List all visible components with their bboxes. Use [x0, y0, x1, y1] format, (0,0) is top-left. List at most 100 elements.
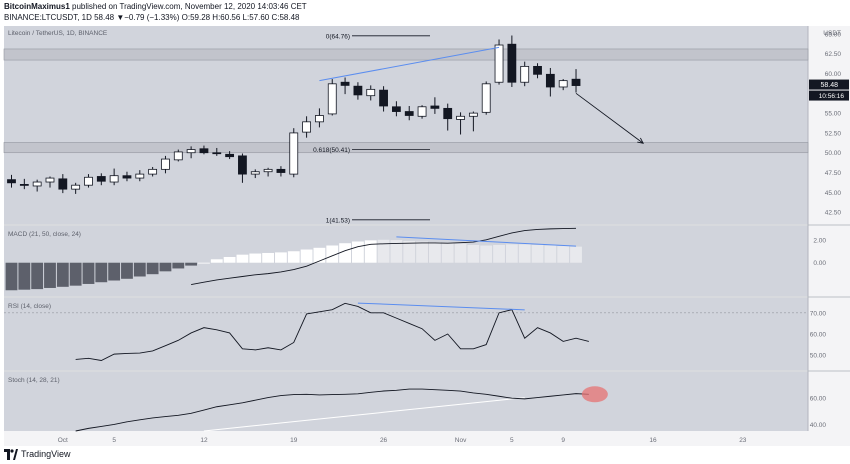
macd-histogram-bar — [198, 262, 210, 264]
macd-histogram-bar — [133, 262, 146, 277]
macd-histogram-bar — [480, 245, 493, 263]
candle-body — [327, 83, 337, 115]
macd-histogram-bar — [69, 262, 82, 286]
macd-histogram-bar — [339, 243, 351, 263]
candle-body — [430, 105, 440, 109]
macd-histogram-bar — [428, 242, 441, 263]
rsi-tick-label-1: 60.00 — [810, 332, 827, 339]
rsi-line — [75, 302, 589, 361]
price-tick-label-6: 50.00 — [825, 150, 842, 157]
macd-histogram-bar — [262, 252, 275, 263]
macd-histogram-bar — [249, 253, 262, 263]
macd-histogram-bar — [313, 247, 326, 263]
macd-histogram-bar — [185, 262, 198, 266]
macd-histogram-bar — [223, 256, 236, 263]
time-tick-label-8: 16 — [649, 437, 657, 444]
stoch-trend-line — [203, 397, 525, 432]
macd-histogram-bar — [416, 241, 428, 263]
price-axis-2 — [808, 298, 850, 370]
candle-body — [263, 168, 273, 173]
stoch-highlight-marker — [581, 386, 608, 403]
candle-body — [58, 178, 68, 190]
macd-histogram-bar — [275, 252, 287, 263]
time-tick-label-9: 23 — [739, 437, 747, 444]
publish-text: published on TradingView.com, November 1… — [72, 2, 307, 11]
macd-histogram-bar — [236, 254, 249, 263]
support-zone — [3, 142, 809, 154]
macd-pane-title: MACD (21, 50, close, 24) — [8, 231, 81, 238]
time-tick-label-4: 26 — [380, 437, 388, 444]
macd-histogram-bar — [364, 240, 377, 263]
countdown-label: 10:56:16 — [819, 93, 845, 100]
candle-body — [212, 152, 222, 155]
ohlc-info: BINANCE:LTCUSDT, 1D 58.48 ▼−0.79 (−1.33%… — [4, 13, 300, 22]
tradingview-logo-icon[interactable] — [4, 449, 18, 460]
macd-histogram-bar — [441, 242, 454, 263]
last-price-label: 58.48 — [820, 82, 838, 89]
author-name[interactable]: BitcoinMaximus1 — [4, 2, 70, 11]
macd-line — [191, 227, 577, 285]
candle-body — [276, 168, 286, 173]
chart-header: BitcoinMaximus1 published on TradingView… — [0, 0, 850, 26]
price-pane-title: Litecoin / TetherUS, 1D, BINANCE — [8, 30, 108, 37]
macd-histogram-bar — [146, 262, 159, 275]
price-trend-line — [319, 46, 500, 82]
time-tick-label-3: 19 — [290, 437, 298, 444]
macd-histogram-bar — [56, 262, 69, 287]
macd-histogram-bar — [287, 251, 300, 263]
price-tick-label-8: 45.00 — [825, 190, 842, 197]
price-tick-label-1: 62.50 — [825, 51, 842, 58]
price-axis-0 — [808, 26, 850, 224]
fib-level-label-0: 0(64.76) — [326, 33, 350, 40]
candle-body — [366, 88, 376, 97]
macd-histogram-bar — [159, 262, 172, 272]
time-axis — [4, 431, 850, 446]
candle-body — [19, 183, 29, 186]
candle-body — [545, 73, 555, 88]
currency-label: USDT — [823, 30, 841, 37]
candle-body — [533, 65, 542, 75]
price-tick-label-2: 60.00 — [825, 71, 842, 78]
macd-tick-label-1: 0.00 — [813, 260, 826, 267]
candle-body — [391, 106, 401, 112]
stoch-tick-label-1: 40.00 — [810, 422, 827, 429]
macd-histogram-bar — [108, 262, 121, 281]
fib-level-label-1: 0.618(50.41) — [313, 147, 350, 154]
resistance-zone — [3, 48, 809, 61]
candle-body — [173, 151, 183, 161]
candle-body — [250, 171, 260, 175]
macd-histogram-bar — [326, 245, 339, 263]
candle-body — [161, 158, 170, 170]
price-tick-label-9: 42.50 — [825, 210, 842, 217]
tradingview-brand[interactable]: TradingView — [21, 449, 71, 459]
price-axis-1 — [808, 226, 850, 296]
candle-body — [456, 115, 465, 120]
macd-histogram-bar — [493, 244, 505, 263]
stoch-tick-label-0: 60.00 — [810, 396, 827, 403]
countdown-tag — [809, 90, 849, 101]
macd-histogram-bar — [467, 244, 480, 263]
candle-body — [238, 155, 247, 175]
candle-body — [225, 153, 235, 158]
pane-background-3 — [4, 372, 808, 431]
price-tick-label-0: 65.00 — [825, 31, 842, 38]
projection-arrow-line — [575, 92, 644, 144]
candle-body — [32, 181, 42, 187]
stoch-pane-title: Stoch (14, 28, 21) — [8, 377, 60, 384]
time-tick-label-5: Nov — [455, 437, 467, 444]
rsi-tick-label-2: 50.00 — [810, 353, 827, 360]
candle-body — [558, 80, 568, 88]
macd-histogram-bar — [403, 240, 416, 263]
chart-area[interactable]: 65.0062.5060.0057.5055.0052.5050.0047.50… — [0, 26, 850, 446]
candle-body — [71, 184, 81, 190]
macd-histogram-bar — [377, 239, 390, 263]
price-tick-label-5: 52.50 — [825, 130, 842, 137]
candle-body — [96, 176, 106, 182]
macd-histogram-bar — [44, 262, 56, 288]
candle-body — [148, 168, 158, 175]
price-axis-3 — [808, 372, 850, 431]
macd-histogram-bar — [82, 262, 95, 284]
publish-info: BitcoinMaximus1 published on TradingView… — [4, 2, 307, 12]
candle-body — [507, 43, 517, 83]
candle-body — [379, 89, 388, 107]
